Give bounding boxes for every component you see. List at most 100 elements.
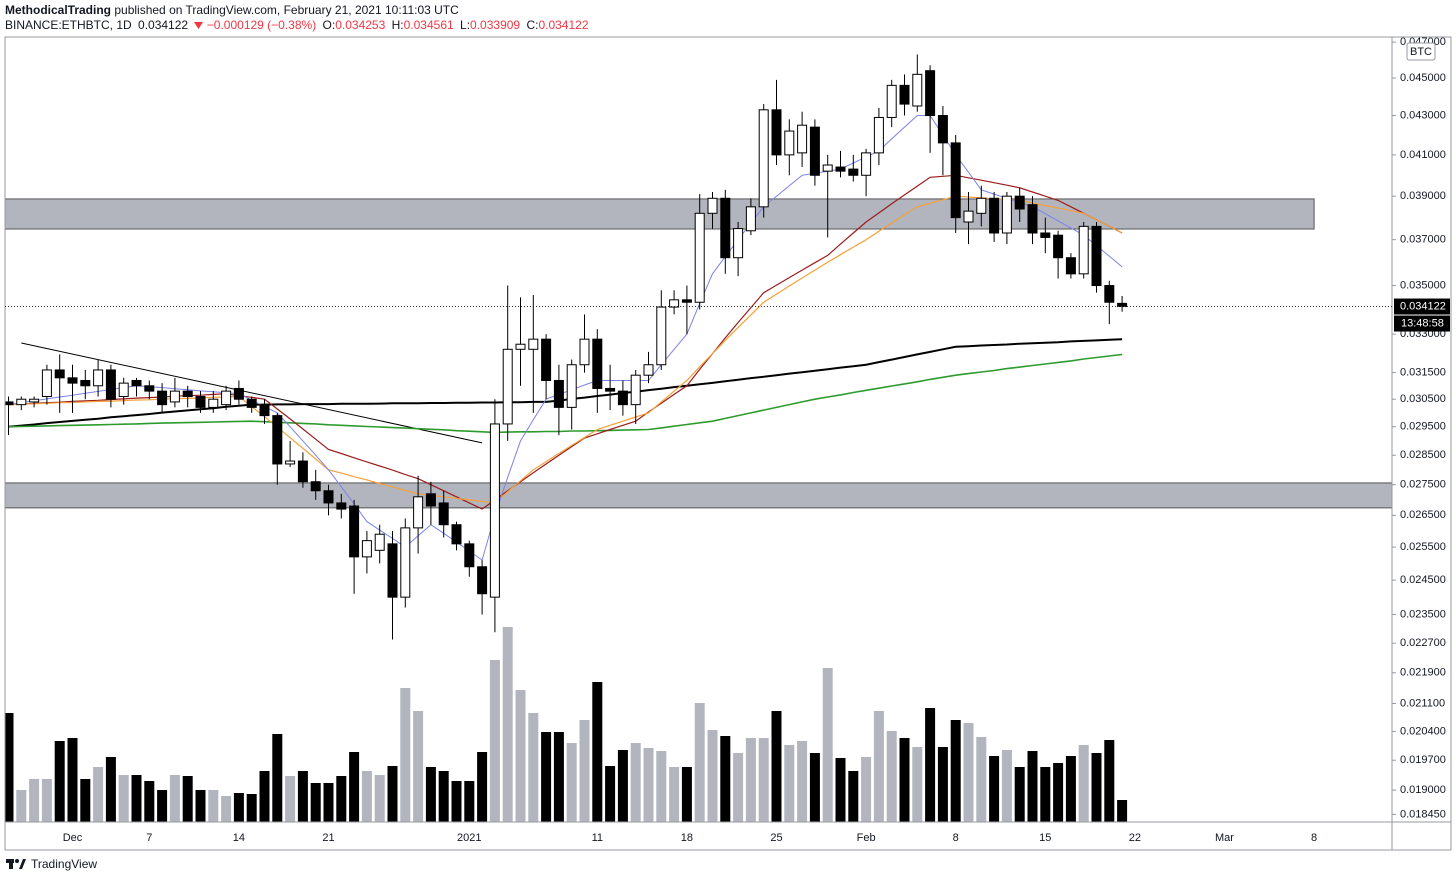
candle-body [707,197,718,214]
candle-body [118,382,129,398]
volume-bar [566,743,577,822]
y-tick-label: 0.018450 [1400,808,1446,820]
candle-body [656,306,667,366]
volume-bar [797,741,808,822]
volume-bar [54,741,65,822]
candle-body [745,206,756,232]
volume-bar [157,790,168,822]
candle-body [899,84,910,105]
candle-body [989,197,1000,234]
y-tick-label: 0.028500 [1400,449,1446,461]
volume-bar [643,748,654,822]
candle-body [1001,195,1012,234]
last-price-label: 0.034122 [1400,300,1446,312]
candle-body [937,115,948,144]
x-tick-label: 22 [1129,832,1141,844]
volume-bar [361,771,372,822]
candle-body [54,369,65,379]
volume-bar [1104,740,1115,822]
open-value: 0.034253 [335,18,386,32]
moving-average [8,353,1123,434]
candle-body [361,540,372,558]
candle-body [579,338,590,366]
volume-bar [272,734,283,822]
candle-body [41,369,52,398]
candle-body [1040,232,1051,238]
symbol: BINANCE:ETHBTC, 1D [5,18,132,32]
y-tick-label: 0.020400 [1400,725,1446,737]
candle-body [822,164,833,172]
y-tick-label: 0.022700 [1400,637,1446,649]
candle-body [617,390,628,406]
candle-body [233,387,244,400]
volume-bar [733,753,744,822]
brand-logo [6,859,26,869]
candle-body [771,109,782,156]
candle-body [630,374,641,406]
volume-bar [182,776,193,822]
volume-bar [16,790,27,822]
volume-bar [1027,751,1038,822]
moving-average [8,195,1123,504]
candle-body [285,460,296,465]
y-tick-label: 0.021900 [1400,667,1446,679]
volume-bar [233,793,244,822]
volume-bar [118,775,129,822]
y-tick-label: 0.029500 [1400,421,1446,433]
y-tick-label: 0.021100 [1400,697,1445,709]
author: MethodicalTrading [5,3,112,17]
candle-body [489,423,500,598]
candle-body [336,502,347,510]
volume-bar [656,751,667,822]
volume-bar [809,753,820,822]
volume-bar [67,738,78,822]
volume-bar [80,779,91,822]
candle-body [477,566,488,595]
candle-body [208,398,219,408]
candle-body [758,109,769,208]
candle-body [566,364,577,408]
volume-bar [29,779,40,822]
candle-body [16,398,27,406]
candle-body [681,299,692,303]
candle-body [5,401,14,406]
volume-bar [848,771,859,822]
y-tick-label: 0.030500 [1400,393,1446,405]
published: published on TradingView.com, February 2… [114,3,459,17]
x-tick-label: 11 [592,832,603,844]
candle-body [144,385,155,392]
candle-body [400,527,411,598]
candle-body [272,415,283,465]
volume-bar [105,757,116,822]
volume-bar [1040,767,1051,822]
volume-bar [336,776,347,822]
volume-bar [246,794,257,822]
candle-body [643,364,654,376]
y-tick-label: 0.039000 [1400,190,1446,202]
candle-body [1091,225,1102,287]
volume-bar [617,750,628,822]
candle-body [1053,234,1064,259]
candle-body [784,130,795,156]
candle-body [592,338,603,389]
volume-bar [1001,750,1012,822]
candle-body [515,343,526,350]
volume-bar [323,783,334,822]
low-value: 0.033909 [470,18,521,32]
volume-bar [221,796,232,822]
volume-bar [349,752,360,822]
x-tick-label: 18 [681,832,693,844]
candle-body [387,543,398,598]
x-tick-label: Mar [1215,832,1234,844]
candle-body [925,70,936,117]
high-value: 0.034561 [403,18,454,32]
volume-bar [681,767,692,822]
candle-body [93,369,104,387]
brand: TradingView [31,857,98,871]
y-tick-label: 0.027500 [1400,479,1446,491]
x-tick-label: 15 [1039,832,1051,844]
volume-bar [937,747,948,822]
candle-body [733,228,744,259]
volume-bar [310,783,321,822]
volume-bar [771,711,782,822]
